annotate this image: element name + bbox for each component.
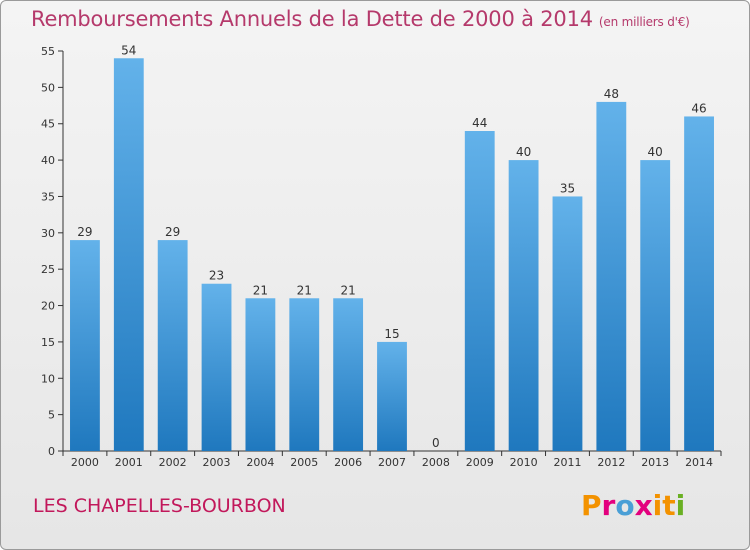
bar [464, 131, 495, 451]
x-tick-label: 2001 [115, 456, 143, 469]
bar [245, 298, 276, 451]
title-unit: (en milliers d'€) [598, 15, 690, 29]
logo-letter: i [652, 489, 663, 522]
y-tick-label: 25 [41, 263, 55, 276]
y-tick-label: 45 [41, 118, 55, 131]
logo-letter: i [675, 489, 686, 522]
bar-value-label: 40 [648, 145, 663, 159]
bar [684, 116, 714, 452]
x-tick-label: 2013 [641, 456, 669, 469]
bar-value-label: 0 [432, 436, 440, 450]
bar-value-label: 35 [560, 181, 575, 195]
bar-value-label: 23 [209, 269, 224, 283]
x-tick-label: 2010 [510, 456, 538, 469]
x-tick-label: 2012 [597, 456, 625, 469]
logo-letter: x [634, 489, 653, 522]
bar [70, 240, 100, 451]
x-tick-label: 2004 [246, 456, 274, 469]
x-tick-label: 2008 [422, 456, 450, 469]
bar [377, 341, 407, 451]
x-tick-label: 2002 [159, 456, 187, 469]
bar-value-label: 21 [340, 283, 355, 297]
y-tick-label: 50 [41, 81, 55, 94]
y-tick-label: 5 [48, 409, 55, 422]
y-tick-label: 35 [41, 190, 55, 203]
x-tick-label: 2011 [553, 456, 581, 469]
logo-letter: P [581, 489, 602, 522]
x-tick-label: 2005 [290, 456, 318, 469]
x-tick-label: 2007 [378, 456, 406, 469]
bar-value-label: 29 [165, 225, 180, 239]
title-text: Remboursements Annuels de la Dette de 20… [31, 7, 593, 31]
bar [596, 101, 627, 451]
bar-value-label: 44 [472, 116, 487, 130]
x-tick-label: 2003 [203, 456, 231, 469]
proxiti-logo: Proxiti [581, 489, 685, 522]
x-tick-label: 2009 [466, 456, 494, 469]
bar [552, 196, 583, 451]
y-tick-label: 10 [41, 372, 55, 385]
bar [157, 240, 188, 451]
y-tick-label: 55 [41, 45, 55, 58]
bar-value-label: 15 [384, 327, 399, 341]
bar [508, 160, 539, 451]
bar [640, 160, 671, 451]
chart-title: Remboursements Annuels de la Dette de 20… [31, 7, 690, 31]
y-tick-label: 0 [48, 445, 55, 458]
logo-letter: r [601, 489, 616, 522]
bar [289, 298, 320, 451]
y-tick-label: 40 [41, 154, 55, 167]
x-tick-label: 2006 [334, 456, 362, 469]
y-tick-label: 30 [41, 227, 55, 240]
x-tick-label: 2014 [685, 456, 713, 469]
commune-name: LES CHAPELLES-BOURBON [33, 495, 286, 517]
bar-value-label: 54 [121, 43, 136, 57]
bar-value-label: 21 [297, 283, 312, 297]
bar-value-label: 48 [604, 87, 619, 101]
bar-value-label: 29 [77, 225, 92, 239]
x-tick-label: 2000 [71, 456, 99, 469]
logo-letter: o [615, 489, 635, 522]
bar [333, 298, 364, 451]
bar-value-label: 21 [253, 283, 268, 297]
bar-value-label: 46 [691, 101, 706, 115]
bar [113, 58, 144, 451]
y-tick-label: 15 [41, 336, 55, 349]
bar [201, 283, 232, 451]
logo-letter: t [662, 489, 676, 522]
bar-value-label: 40 [516, 145, 531, 159]
y-tick-label: 20 [41, 300, 55, 313]
